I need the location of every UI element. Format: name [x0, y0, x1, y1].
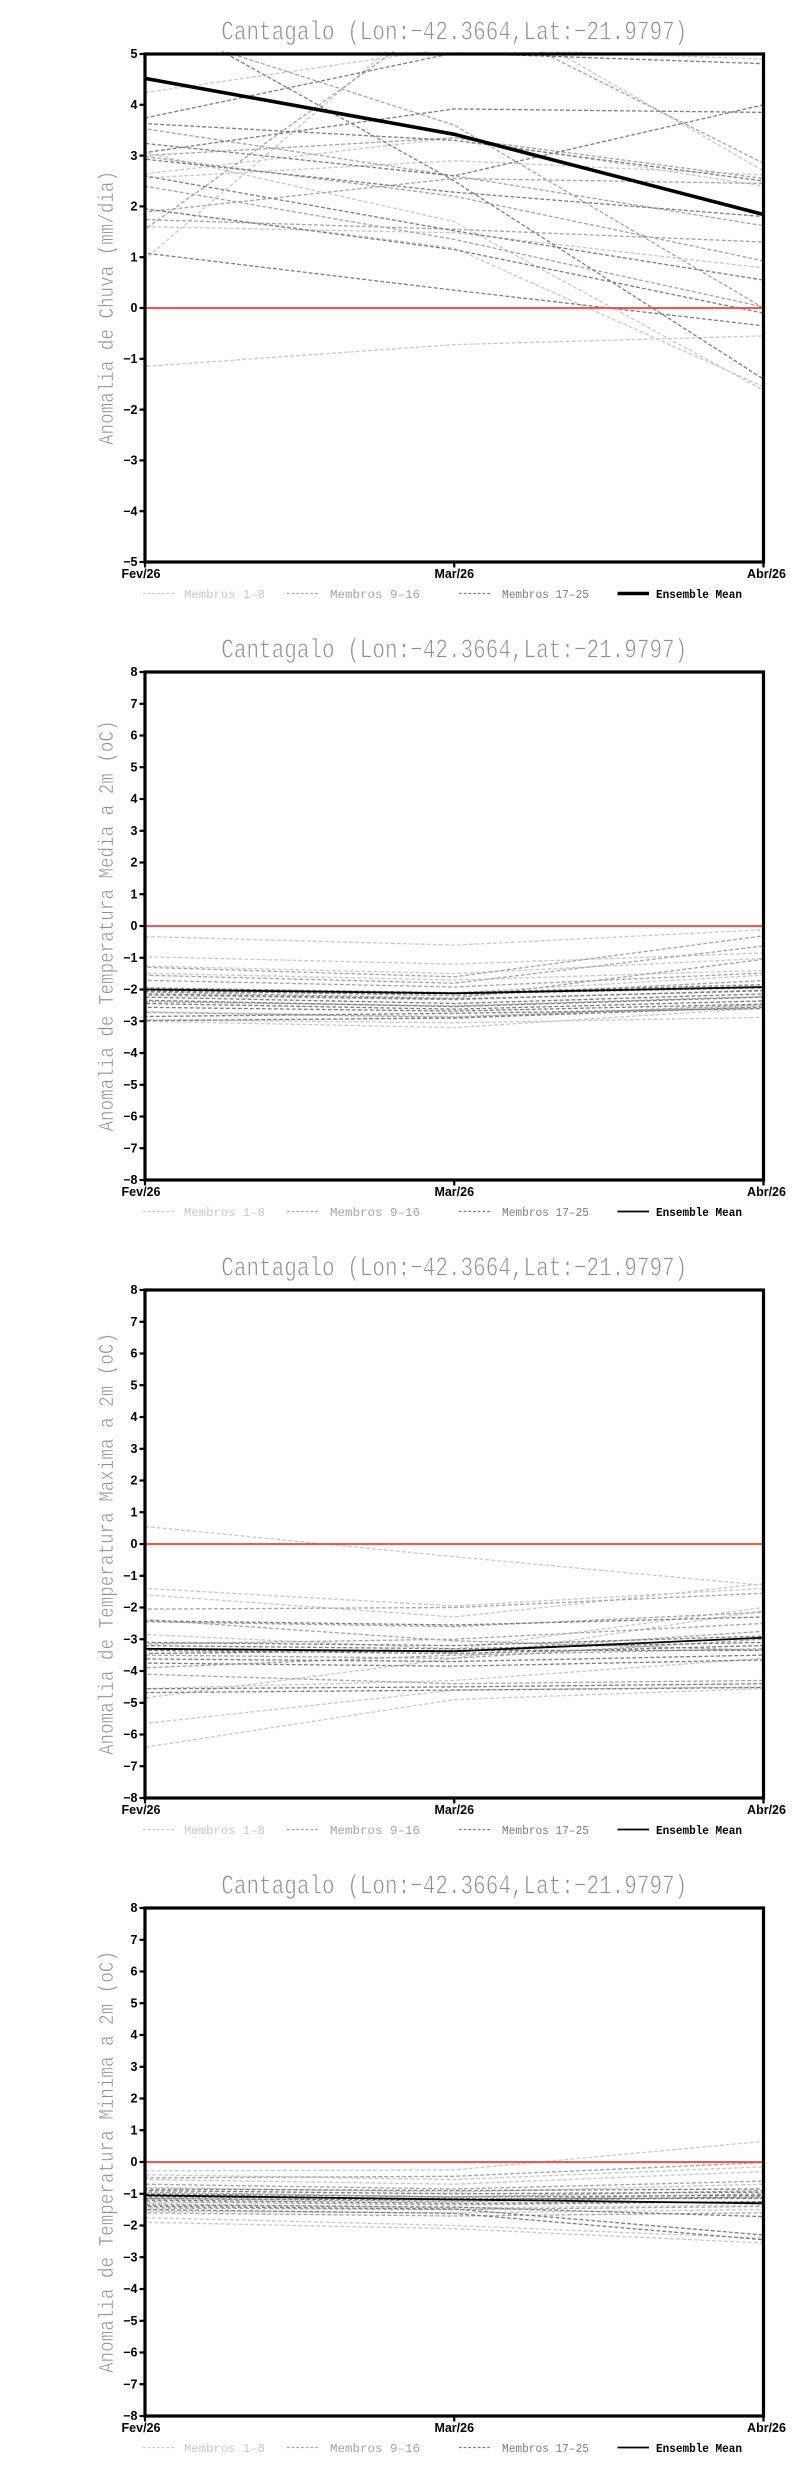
- svg-text:0: 0: [131, 919, 138, 933]
- svg-text:−7: −7: [123, 1760, 137, 1774]
- svg-text:−3: −3: [123, 1632, 137, 1646]
- svg-text:4: 4: [131, 98, 138, 112]
- svg-text:Membros 17–25: Membros 17–25: [502, 1207, 589, 1220]
- svg-text:5: 5: [131, 1996, 138, 2010]
- svg-text:Membros 1–8: Membros 1–8: [184, 1825, 265, 1838]
- svg-text:6: 6: [131, 1965, 138, 1979]
- svg-text:−2: −2: [123, 403, 137, 417]
- svg-text:Cantagalo (Lon:−42.3664,Lat:−2: Cantagalo (Lon:−42.3664,Lat:−21.9797): [221, 1255, 687, 1285]
- svg-text:−1: −1: [123, 1569, 137, 1583]
- svg-text:−2: −2: [123, 2219, 137, 2233]
- svg-text:−4: −4: [123, 504, 137, 518]
- svg-text:Membros 9–16: Membros 9–16: [330, 2443, 420, 2456]
- svg-text:3: 3: [131, 1442, 138, 1456]
- svg-text:Cantagalo (Lon:−42.3664,Lat:−2: Cantagalo (Lon:−42.3664,Lat:−21.9797): [221, 19, 687, 49]
- svg-text:3: 3: [131, 149, 138, 163]
- svg-text:2: 2: [131, 200, 138, 214]
- svg-text:−5: −5: [123, 1696, 137, 1710]
- svg-text:Fev/26: Fev/26: [122, 1803, 161, 1817]
- svg-text:8: 8: [131, 1283, 138, 1297]
- svg-text:6: 6: [131, 729, 138, 743]
- svg-text:Mar/26: Mar/26: [434, 2421, 474, 2435]
- svg-text:−4: −4: [123, 1046, 137, 1060]
- svg-text:3: 3: [131, 824, 138, 838]
- svg-text:7: 7: [131, 1315, 138, 1329]
- svg-text:−3: −3: [123, 2250, 137, 2264]
- svg-text:4: 4: [131, 2028, 138, 2042]
- svg-text:8: 8: [131, 665, 138, 679]
- svg-text:−4: −4: [123, 1664, 137, 1678]
- svg-text:Ensemble Mean: Ensemble Mean: [656, 589, 742, 602]
- svg-text:Membros 1–8: Membros 1–8: [184, 589, 265, 602]
- svg-text:1: 1: [131, 250, 138, 264]
- svg-text:Abr/26: Abr/26: [747, 567, 786, 581]
- svg-text:5: 5: [131, 47, 138, 61]
- svg-text:−6: −6: [123, 1728, 137, 1742]
- svg-text:6: 6: [131, 1347, 138, 1361]
- svg-text:−1: −1: [123, 352, 137, 366]
- svg-text:Fev/26: Fev/26: [122, 567, 161, 581]
- svg-text:Anomalia de Temperatura Maxima: Anomalia de Temperatura Maxima a 2m (oC): [97, 1333, 120, 1755]
- svg-text:Mar/26: Mar/26: [434, 1803, 474, 1817]
- svg-text:Mar/26: Mar/26: [434, 1185, 474, 1199]
- svg-text:0: 0: [131, 1537, 138, 1551]
- svg-text:Membros 9–16: Membros 9–16: [330, 589, 420, 602]
- svg-text:Membros 9–16: Membros 9–16: [330, 1825, 420, 1838]
- svg-text:Membros 17–25: Membros 17–25: [502, 1825, 589, 1838]
- svg-text:−1: −1: [123, 951, 137, 965]
- svg-text:Fev/26: Fev/26: [122, 2421, 161, 2435]
- svg-text:−4: −4: [123, 2282, 137, 2296]
- svg-text:0: 0: [131, 2155, 138, 2169]
- svg-text:−6: −6: [123, 2346, 137, 2360]
- svg-text:1: 1: [131, 2123, 138, 2137]
- svg-text:Cantagalo (Lon:−42.3664,Lat:−2: Cantagalo (Lon:−42.3664,Lat:−21.9797): [221, 637, 687, 667]
- svg-text:−8: −8: [123, 1173, 137, 1187]
- svg-text:Membros 1–8: Membros 1–8: [184, 2443, 265, 2456]
- svg-text:2: 2: [131, 2092, 138, 2106]
- svg-text:5: 5: [131, 1378, 138, 1392]
- svg-text:7: 7: [131, 1933, 138, 1947]
- svg-text:Abr/26: Abr/26: [747, 1185, 786, 1199]
- svg-text:−6: −6: [123, 1110, 137, 1124]
- svg-text:2: 2: [131, 856, 138, 870]
- svg-text:7: 7: [131, 697, 138, 711]
- svg-text:−5: −5: [123, 1078, 137, 1092]
- svg-text:−2: −2: [123, 983, 137, 997]
- svg-text:−3: −3: [123, 1014, 137, 1028]
- svg-text:−7: −7: [123, 2378, 137, 2392]
- svg-text:Abr/26: Abr/26: [747, 2421, 786, 2435]
- svg-text:Membros 1–8: Membros 1–8: [184, 1207, 265, 1220]
- svg-text:Membros 9–16: Membros 9–16: [330, 1207, 420, 1220]
- svg-text:0: 0: [131, 301, 138, 315]
- svg-text:Ensemble Mean: Ensemble Mean: [656, 1207, 742, 1220]
- svg-text:Anomalia de Temperatura Media: Anomalia de Temperatura Media a 2m (oC): [97, 721, 120, 1132]
- svg-text:Mar/26: Mar/26: [434, 567, 474, 581]
- svg-text:8: 8: [131, 1901, 138, 1915]
- svg-text:−5: −5: [123, 555, 137, 569]
- svg-text:Membros 17–25: Membros 17–25: [502, 589, 589, 602]
- svg-text:1: 1: [131, 1505, 138, 1519]
- svg-text:−8: −8: [123, 2409, 137, 2423]
- svg-text:−5: −5: [123, 2314, 137, 2328]
- svg-text:Abr/26: Abr/26: [747, 1803, 786, 1817]
- svg-text:5: 5: [131, 760, 138, 774]
- svg-text:Anomalia de Chuva (mm/dia): Anomalia de Chuva (mm/dia): [97, 171, 120, 445]
- svg-text:Membros 17–25: Membros 17–25: [502, 2443, 589, 2456]
- svg-text:Cantagalo (Lon:−42.3664,Lat:−2: Cantagalo (Lon:−42.3664,Lat:−21.9797): [221, 1873, 687, 1903]
- svg-text:−1: −1: [123, 2187, 137, 2201]
- svg-text:Anomalia de Temperatura Minima: Anomalia de Temperatura Minima a 2m (oC): [97, 1951, 120, 2373]
- svg-text:4: 4: [131, 792, 138, 806]
- svg-text:Ensemble Mean: Ensemble Mean: [656, 2443, 742, 2456]
- svg-text:−3: −3: [123, 454, 137, 468]
- svg-text:3: 3: [131, 2060, 138, 2074]
- svg-text:2: 2: [131, 1474, 138, 1488]
- svg-text:−7: −7: [123, 1142, 137, 1156]
- svg-text:4: 4: [131, 1410, 138, 1424]
- svg-text:Fev/26: Fev/26: [122, 1185, 161, 1199]
- svg-text:Ensemble Mean: Ensemble Mean: [656, 1825, 742, 1838]
- svg-text:−2: −2: [123, 1601, 137, 1615]
- svg-text:1: 1: [131, 887, 138, 901]
- svg-text:−8: −8: [123, 1791, 137, 1805]
